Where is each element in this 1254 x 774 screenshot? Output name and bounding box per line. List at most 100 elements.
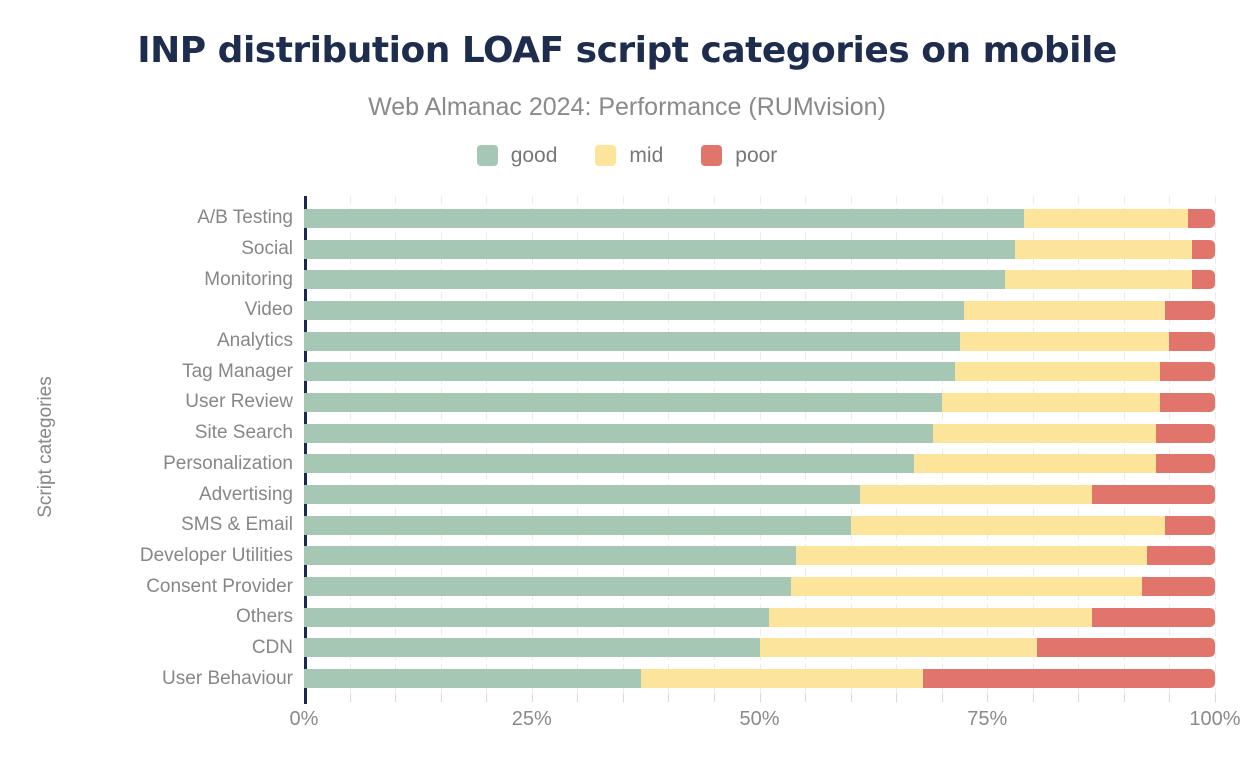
legend-item-poor: poor [701, 145, 777, 166]
bar-segment-mid [959, 331, 1170, 351]
bar-row [304, 449, 1215, 480]
stacked-bar [304, 270, 1215, 290]
gridline [941, 196, 943, 694]
x-tick-label: 25% [511, 708, 552, 730]
axis-tick [531, 694, 533, 702]
x-tick-label: 75% [967, 708, 1008, 730]
category-label: Video [244, 299, 293, 321]
gridline [850, 196, 852, 694]
category-axis-labels: A/B Testing Social Monitoring Video Analytic… [0, 203, 305, 694]
bar-segment-good [304, 392, 942, 412]
stacked-bar [304, 515, 1215, 535]
bar-segment-mid [932, 423, 1156, 443]
legend-item-mid: mid [595, 145, 663, 166]
bar-segment-mid [964, 300, 1165, 320]
stacked-bar [304, 546, 1215, 566]
axis-tick [622, 694, 624, 702]
gridline [896, 196, 898, 694]
bar-row [304, 633, 1215, 664]
axis-tick [850, 694, 852, 702]
category-label: Tag Manager [182, 360, 293, 382]
x-tick-label: 50% [739, 708, 780, 730]
gridline [805, 196, 807, 694]
bar-segment-mid [955, 362, 1161, 382]
bar-segment-good [304, 669, 642, 689]
plot-area [304, 196, 1216, 704]
stacked-bar [304, 485, 1215, 505]
gridline [349, 196, 351, 694]
bar-segment-good [304, 515, 851, 535]
axis-tick [805, 694, 807, 702]
gridline [1123, 196, 1125, 694]
bar-segment-poor [1169, 331, 1215, 351]
stacked-bar [304, 239, 1215, 259]
axis-tick [1123, 694, 1125, 702]
bar-row [304, 571, 1215, 602]
gridline [486, 196, 488, 694]
bar-segment-mid [859, 485, 1092, 505]
legend-swatch-poor [701, 145, 723, 166]
bar-segment-poor [1164, 515, 1215, 535]
axis-tick [486, 694, 488, 702]
gridline [713, 196, 715, 694]
axis-tick-zero [304, 694, 307, 704]
bar-segment-poor [1187, 208, 1215, 228]
axis-tick [1169, 694, 1171, 702]
bar-row [304, 326, 1215, 357]
bar-segment-good [304, 546, 796, 566]
bar-segment-mid [1023, 208, 1188, 228]
category-label: CDN [251, 636, 293, 658]
axis-tick [941, 694, 943, 702]
bar-segment-good [304, 607, 769, 627]
axis-tick [1078, 694, 1080, 702]
gridline [577, 196, 579, 694]
bar-segment-poor [1160, 362, 1215, 382]
bar-row [304, 663, 1215, 694]
category-label: A/B Testing [197, 207, 293, 229]
category-label: Consent Provider [146, 575, 293, 597]
gridline [668, 196, 670, 694]
bar-row [304, 356, 1215, 387]
bar-rows [304, 203, 1215, 694]
zero-axis-line [304, 196, 307, 694]
bar-segment-mid [1005, 270, 1193, 290]
axis-tick [896, 694, 898, 702]
category-label: Analytics [216, 330, 293, 352]
bar-segment-mid [850, 515, 1165, 535]
bar-row [304, 203, 1215, 234]
bar-segment-mid [941, 392, 1161, 412]
legend-label-good: good [510, 144, 558, 167]
bar-segment-mid [914, 454, 1156, 474]
stacked-bar [304, 392, 1215, 412]
category-label: Personalization [163, 452, 293, 474]
category-label: Social [241, 238, 293, 260]
x-axis-tick-labels: 0% 25% 50% 75% 100% [290, 708, 1241, 734]
bar-segment-mid [795, 546, 1147, 566]
bar-row [304, 295, 1215, 326]
bar-segment-good [304, 208, 1024, 228]
axis-tick [987, 694, 989, 702]
legend-swatch-mid [595, 145, 617, 166]
axis-tick [349, 694, 351, 702]
bar-segment-poor [1037, 638, 1215, 658]
bar-segment-good [304, 362, 956, 382]
stacked-bar [304, 423, 1215, 443]
bar-row [304, 234, 1215, 265]
bar-segment-poor [1092, 485, 1215, 505]
legend-label-mid: mid [629, 144, 664, 167]
bar-row [304, 418, 1215, 449]
bar-segment-poor [1164, 300, 1215, 320]
gridline [1078, 196, 1080, 694]
category-label: User Behaviour [162, 667, 293, 689]
stacked-bar [304, 607, 1215, 627]
stacked-bar [304, 331, 1215, 351]
gridline [440, 196, 442, 694]
stacked-bar [304, 454, 1215, 474]
x-tick-label: 0% [289, 708, 319, 730]
bar-segment-mid [641, 669, 924, 689]
stacked-bar [304, 362, 1215, 382]
axis-tick [395, 694, 397, 702]
bar-segment-mid [759, 638, 1038, 658]
category-label: Monitoring [204, 268, 293, 290]
